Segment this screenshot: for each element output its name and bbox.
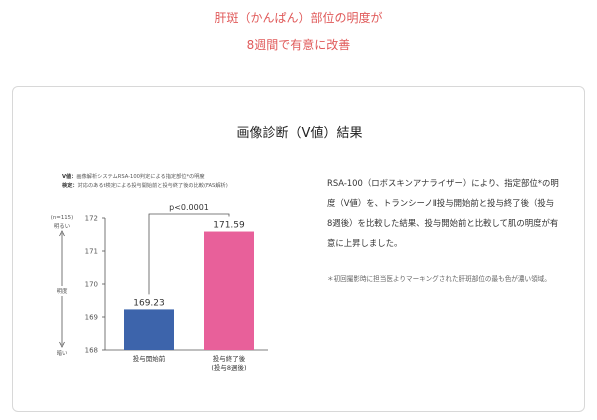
p-value-label: p<0.0001 (169, 203, 209, 212)
y-axis-label: 明度 (57, 287, 68, 295)
caption-v-row: V値：画像解析システムRSA-100判定による指定部位*の明度 (62, 173, 228, 182)
hero-title-line1: 肝斑（かんぱん）部位の明度が (214, 11, 383, 25)
ylabel-bg (55, 286, 69, 296)
bar-value-label: 169.23 (133, 298, 165, 308)
y-tick-label: 170 (85, 281, 98, 289)
result-description: RSA-100（ロボスキンアナライザー）により、指定部位*の明度（V値）を、トラ… (327, 178, 559, 248)
n-label: (n=115) (51, 215, 73, 221)
y-arrow-down-head (59, 341, 65, 348)
hero-title-line2: 8週間で有意に改善 (246, 38, 351, 52)
y-tick-label: 171 (85, 248, 98, 256)
caption-test-row: 検定：対応のあるt検定による投与開始前と投与終了後の比較(FAS解析) (62, 182, 228, 191)
caption-v-text: 画像解析システムRSA-100判定による指定部位*の明度 (76, 174, 205, 180)
chart-caption: V値：画像解析システムRSA-100判定による指定部位*の明度 検定：対応のある… (62, 173, 228, 191)
y-bottom-label: 暗い (57, 349, 68, 357)
caption-test-label: 検定： (62, 183, 78, 189)
caption-test-text: 対応のあるt検定による投与開始前と投与終了後の比較(FAS解析) (77, 183, 228, 189)
footnote: ＊初回撮影時に担当医よりマーキングされた肝斑部位の最も色が濃い領域。 (327, 275, 551, 283)
bar-1 (124, 309, 174, 350)
bar-value-label: 171.59 (213, 221, 245, 231)
significance-line (148, 213, 230, 295)
y-tick-label: 169 (85, 314, 98, 322)
x-category-sublabel: (投与8週後) (211, 363, 246, 372)
x-category-label: 投与開始前 (133, 354, 166, 363)
y-arrow-up-head (59, 230, 65, 237)
significance-bracket: p<0.0001 (148, 203, 230, 295)
y-tick-label: 172 (85, 215, 98, 223)
caption-v-label: V値： (62, 174, 77, 180)
result-card: 画像診断（V値）結果 (12, 86, 585, 412)
bar-2 (204, 231, 254, 350)
y-top-label: 明るい (54, 223, 70, 230)
y-tick-label: 168 (85, 347, 98, 355)
x-category-label: 投与終了後 (213, 354, 246, 363)
card-title: 画像診断（V値）結果 (236, 126, 363, 141)
